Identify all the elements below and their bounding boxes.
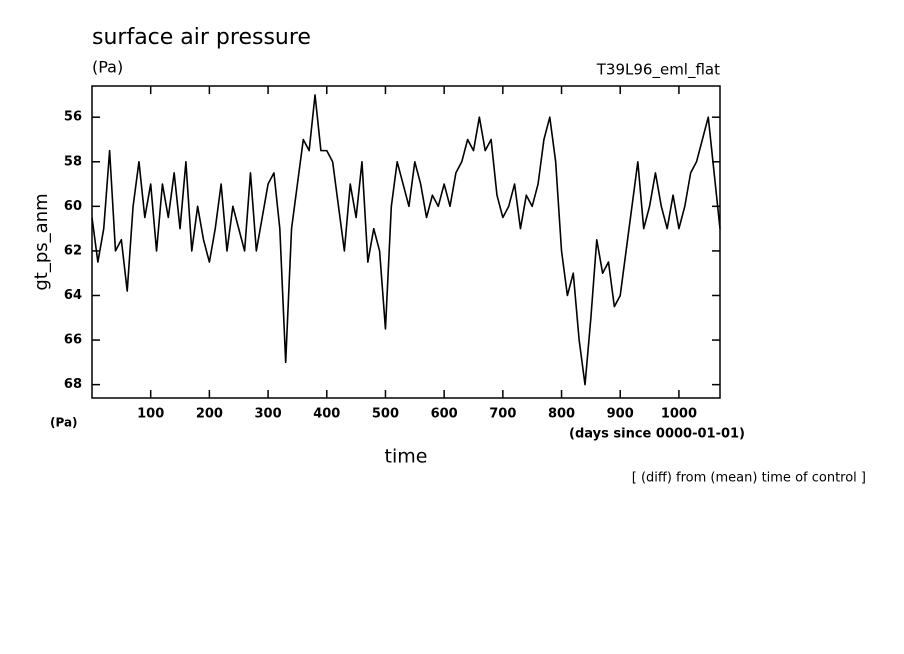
y-tick-label: 56 xyxy=(64,110,82,125)
data-line xyxy=(91,94,721,386)
x-tick-label: 500 xyxy=(372,407,399,422)
x-tick-label: 900 xyxy=(607,407,634,422)
x-tick-label: 100 xyxy=(137,407,164,422)
x-tick-label: 200 xyxy=(196,407,223,422)
y-tick-label: 64 xyxy=(64,288,82,303)
y-tick-label: 68 xyxy=(64,377,82,392)
footnote: [ (diff) from (mean) time of control ] xyxy=(632,471,866,486)
y-tick-label: 62 xyxy=(64,243,82,258)
y-tick-label: 66 xyxy=(64,333,82,348)
chart-subtitle: (Pa) xyxy=(92,58,123,77)
x-axis-label: time xyxy=(385,446,428,468)
x-tick-label: 300 xyxy=(255,407,282,422)
x-tick-label: 800 xyxy=(548,407,575,422)
unit-label: (Pa) xyxy=(50,416,78,430)
annotation: T39L96_eml_flat xyxy=(596,61,720,80)
x-tick-label: 600 xyxy=(431,407,458,422)
x-tick-label: 400 xyxy=(313,407,340,422)
y-axis-label: gt_ps_anm xyxy=(31,193,52,290)
x-tick-label: 700 xyxy=(489,407,516,422)
chart-title: surface air pressure xyxy=(92,25,311,50)
y-tick-label: 58 xyxy=(64,154,82,169)
x-tick-label: 1000 xyxy=(661,407,697,422)
y-tick-label: 60 xyxy=(64,199,82,214)
plot-frame xyxy=(91,85,721,399)
x-unit-label: (days since 0000-01-01) xyxy=(569,427,745,442)
